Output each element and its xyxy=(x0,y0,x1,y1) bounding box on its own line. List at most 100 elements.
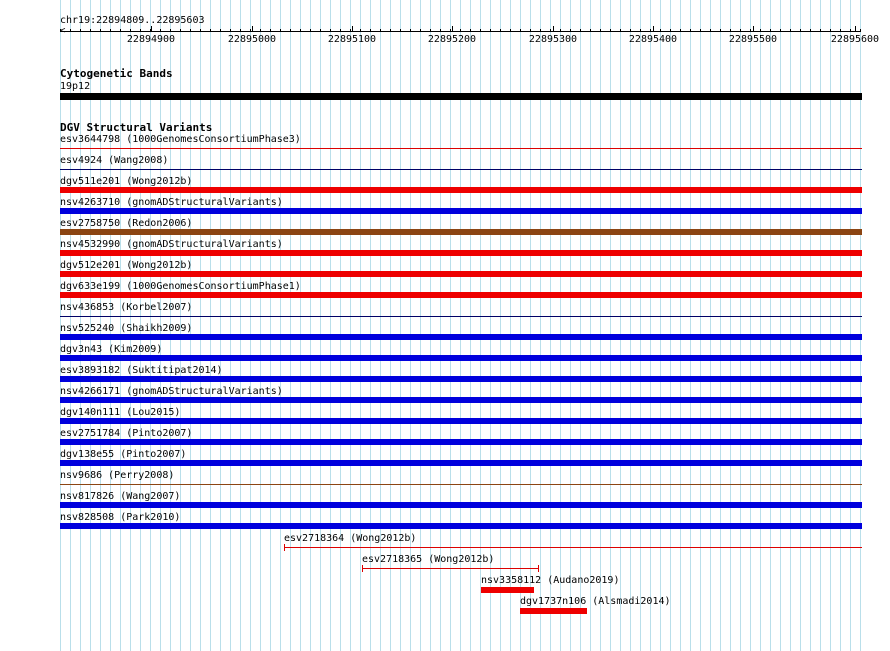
ruler-minor-tick xyxy=(380,29,381,32)
ruler-tick-label: 22894900 xyxy=(126,34,176,45)
dgv-feature-bar[interactable] xyxy=(60,148,862,149)
dgv-feature-bar[interactable] xyxy=(60,169,862,170)
ruler-minor-tick xyxy=(530,29,531,32)
dgv-feature-bar[interactable] xyxy=(60,523,862,529)
ruler-minor-tick xyxy=(580,29,581,32)
ruler-minor-tick xyxy=(740,29,741,32)
ruler-minor-tick xyxy=(90,29,91,32)
ruler-minor-tick xyxy=(710,29,711,32)
ruler-major-tick xyxy=(753,26,754,32)
dgv-feature-label: nsv436853 (Korbel2007) xyxy=(60,302,193,313)
ruler-minor-tick xyxy=(460,29,461,32)
ruler-minor-tick xyxy=(600,29,601,32)
ruler-minor-tick xyxy=(840,29,841,32)
dgv-feature-bar[interactable] xyxy=(60,460,862,466)
dgv-feature-bar[interactable] xyxy=(60,271,862,277)
dgv-feature-bar[interactable] xyxy=(60,250,862,256)
ruler-minor-tick xyxy=(470,29,471,32)
ruler-minor-tick xyxy=(730,29,731,32)
ruler-minor-tick xyxy=(360,29,361,32)
ruler-minor-tick xyxy=(550,29,551,32)
scroll-left-arrow-icon[interactable]: < xyxy=(60,26,66,36)
dgv-feature-endcap xyxy=(362,565,363,572)
dgv-feature-bar[interactable] xyxy=(60,484,862,485)
dgv-feature-bar[interactable] xyxy=(481,587,534,593)
ruler-minor-tick xyxy=(510,29,511,32)
ruler-major-tick xyxy=(855,26,856,32)
dgv-feature-endcap xyxy=(284,544,285,551)
ruler-minor-tick xyxy=(720,29,721,32)
ruler-minor-tick xyxy=(230,29,231,32)
ruler-major-tick xyxy=(352,26,353,32)
ruler-minor-tick xyxy=(450,29,451,32)
dgv-feature-label: dgv3n43 (Kim2009) xyxy=(60,344,163,355)
dgv-feature-bar[interactable] xyxy=(60,376,862,382)
dgv-feature-bar[interactable] xyxy=(362,568,539,569)
ruler-minor-tick xyxy=(620,29,621,32)
dgv-feature-bar[interactable] xyxy=(60,187,862,193)
dgv-feature-label: esv3893182 (Suktitipat2014) xyxy=(60,365,223,376)
ruler-minor-tick xyxy=(210,29,211,32)
ruler-minor-tick xyxy=(100,29,101,32)
cytoband-bar[interactable] xyxy=(60,93,862,100)
ruler-minor-tick xyxy=(790,29,791,32)
ruler-minor-tick xyxy=(330,29,331,32)
ruler-minor-tick xyxy=(520,29,521,32)
dgv-feature-bar[interactable] xyxy=(60,334,862,340)
ruler-minor-tick xyxy=(220,29,221,32)
dgv-feature-bar[interactable] xyxy=(520,608,587,614)
ruler-minor-tick xyxy=(120,29,121,32)
ruler-minor-tick xyxy=(150,29,151,32)
ruler-minor-tick xyxy=(750,29,751,32)
ruler-tick-label: 22895100 xyxy=(327,34,377,45)
dgv-feature-bar[interactable] xyxy=(60,502,862,508)
ruler-minor-tick xyxy=(310,29,311,32)
ruler-tick-label: 22895500 xyxy=(728,34,778,45)
dgv-feature-bar[interactable] xyxy=(60,208,862,214)
ruler-minor-tick xyxy=(810,29,811,32)
dgv-feature-bar[interactable] xyxy=(60,292,862,298)
dgv-feature-label: esv3644798 (1000GenomesConsortiumPhase3) xyxy=(60,134,301,145)
ruler-minor-tick xyxy=(250,29,251,32)
ruler-major-tick xyxy=(151,26,152,32)
ruler-minor-tick xyxy=(80,29,81,32)
dgv-feature-bar[interactable] xyxy=(60,316,862,317)
dgv-feature-bar[interactable] xyxy=(60,229,862,235)
dgv-feature-bar[interactable] xyxy=(284,547,862,548)
ruler-minor-tick xyxy=(240,29,241,32)
dgv-feature-bar[interactable] xyxy=(60,355,862,361)
ruler-minor-tick xyxy=(490,29,491,32)
ruler-minor-tick xyxy=(190,29,191,32)
dgv-feature-label: esv2718364 (Wong2012b) xyxy=(284,533,417,544)
dgv-feature-endcap xyxy=(538,565,539,572)
dgv-feature-label: dgv1737n106 (Alsmadi2014) xyxy=(520,596,671,607)
ruler-minor-tick xyxy=(830,29,831,32)
dgv-feature-bar[interactable] xyxy=(60,397,862,403)
ruler-minor-tick xyxy=(140,29,141,32)
ruler-tick-label: 22895200 xyxy=(427,34,477,45)
dgv-feature-bar[interactable] xyxy=(60,439,862,445)
dgv-feature-bar[interactable] xyxy=(60,418,862,424)
ruler-minor-tick xyxy=(570,29,571,32)
ruler-minor-tick xyxy=(630,29,631,32)
dgv-feature-label: dgv633e199 (1000GenomesConsortiumPhase1) xyxy=(60,281,301,292)
dgv-feature-label: dgv138e55 (Pinto2007) xyxy=(60,449,187,460)
ruler-tick-label: 22895600 xyxy=(830,34,880,45)
dgv-feature-label: dgv140n111 (Lou2015) xyxy=(60,407,181,418)
ruler-minor-tick xyxy=(300,29,301,32)
ruler-minor-tick xyxy=(650,29,651,32)
dgv-feature-label: dgv511e201 (Wong2012b) xyxy=(60,176,193,187)
ruler-major-tick xyxy=(653,26,654,32)
ruler-minor-tick xyxy=(680,29,681,32)
ruler-minor-tick xyxy=(560,29,561,32)
ruler-minor-tick xyxy=(480,29,481,32)
cytoband-track-title: Cytogenetic Bands xyxy=(60,67,173,80)
ruler-minor-tick xyxy=(260,29,261,32)
ruler-minor-tick xyxy=(270,29,271,32)
region-label: chr19:22894809..22895603 xyxy=(60,15,205,26)
ruler-minor-tick xyxy=(850,29,851,32)
dgv-feature-label: esv2751784 (Pinto2007) xyxy=(60,428,193,439)
ruler-minor-tick xyxy=(640,29,641,32)
ruler-minor-tick xyxy=(610,29,611,32)
dgv-feature-label: nsv4266171 (gnomADStructuralVariants) xyxy=(60,386,283,397)
